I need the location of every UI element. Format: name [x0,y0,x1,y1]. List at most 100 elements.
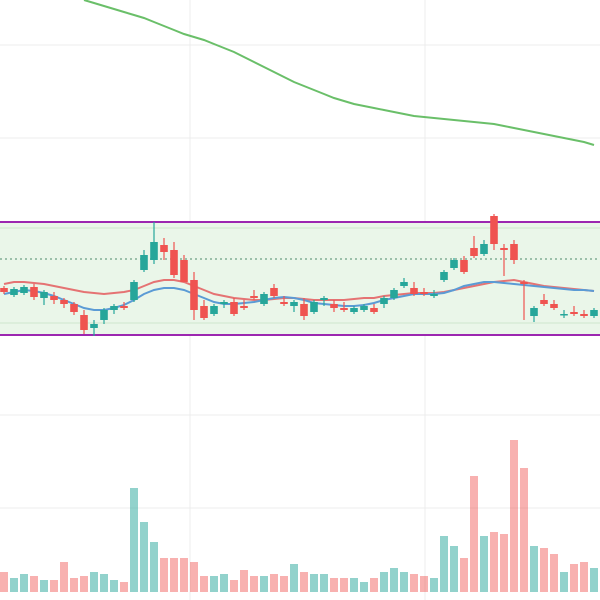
volume-bar [430,578,438,592]
candle-body [190,280,198,310]
volume-bar [50,580,58,592]
volume-bar [230,580,238,592]
volume-bar [260,576,268,592]
candle-body [120,306,128,308]
candle-body [320,298,328,300]
candle-body [530,308,538,316]
volume-bar [220,574,228,592]
volume-bar [410,574,418,592]
volume-bar [190,562,198,592]
candle-body [490,216,498,244]
candle-body [460,260,468,272]
volume-bar [30,576,38,592]
candle-body [30,287,38,297]
volume-bar [560,572,568,592]
moving-average-line [83,0,595,146]
candle-body [70,304,78,312]
volume-bar [320,574,328,592]
volume-bar [510,440,518,592]
candle-body [90,324,98,328]
volume-bar [350,578,358,592]
volume-bar [310,574,318,592]
volume-bar [180,558,188,592]
volume-bar [380,572,388,592]
volume-bar [10,578,18,592]
candle-body [210,306,218,314]
candle-body [510,244,518,260]
candle-body [330,304,338,308]
volume-bar [460,558,468,592]
candle-body [200,306,208,318]
candle-body [520,282,528,284]
volume-bar [80,576,88,592]
volume-bar [110,580,118,592]
volume-bar [500,534,508,592]
candle-body [270,288,278,296]
volume-bar [0,572,8,592]
volume-layer [0,440,598,592]
volume-bar [300,572,308,592]
volume-bar [60,562,68,592]
volume-bar [140,522,148,592]
candle-body [550,304,558,308]
candle-body [430,294,438,296]
volume-bar [400,572,408,592]
candle-body [230,302,238,314]
candle-body [420,292,428,294]
candle-body [180,260,188,282]
candle-body [10,289,18,295]
volume-bar [240,570,248,592]
candle-body [130,282,138,300]
candle-body [310,302,318,312]
volume-bar [440,536,448,592]
candle-body [290,302,298,306]
candle-body [540,300,548,304]
volume-bar [100,574,108,592]
volume-bar [130,488,138,592]
volume-bar [20,574,28,592]
volume-bar [480,536,488,592]
range-fill [0,222,600,335]
volume-bar [120,582,128,592]
volume-bar [520,468,528,592]
volume-bar [200,576,208,592]
volume-bar [280,576,288,592]
volume-bar [290,564,298,592]
volume-bar [360,582,368,592]
candle-body [370,308,378,312]
candle-body [470,248,478,256]
volume-bar [530,546,538,592]
candle-body [580,314,588,316]
candle-body [140,255,148,270]
candle-body [410,288,418,294]
candle-body [570,312,578,314]
candle-body [220,302,228,304]
volume-bar [330,578,338,592]
candle-body [300,304,308,316]
candle-body [280,302,288,304]
volume-bar [470,476,478,592]
candle-body [80,315,88,330]
candle-body [240,306,248,308]
volume-bar [210,576,218,592]
candle-body [50,296,58,300]
candle-body [390,290,398,298]
candle-body [60,300,68,304]
candle-body [110,306,118,310]
candle-layer [0,214,598,336]
volume-bar [90,572,98,592]
volume-bar [570,564,578,592]
candle-body [350,308,358,312]
candle-body [0,288,8,292]
range-box [0,221,600,336]
candle-body [170,250,178,275]
candle-body [160,245,168,252]
volume-bar [160,558,168,592]
volume-bar [490,532,498,592]
volume-bar [590,568,598,592]
candle-body [100,310,108,320]
volume-bar [550,554,558,592]
volume-bar [540,548,548,592]
volume-bar [40,580,48,592]
